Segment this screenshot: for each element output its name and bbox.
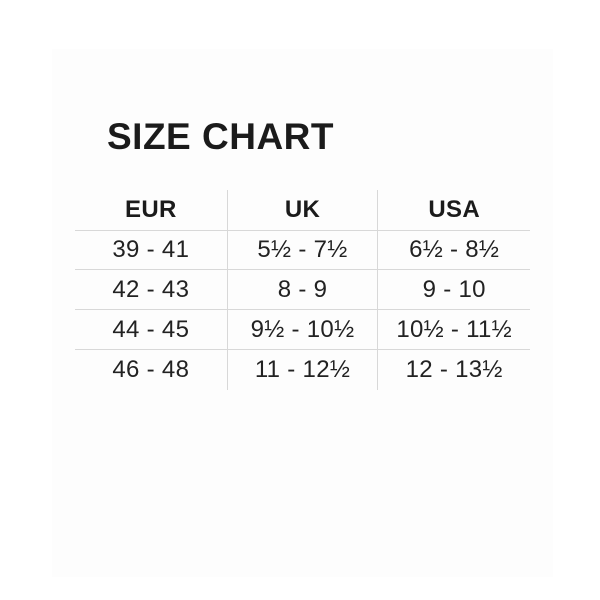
table-cell-usa-row2: 9 - 10 [378, 270, 530, 310]
table-cell-eur-row3: 44 - 45 [75, 310, 227, 350]
table-cell-usa-row1: 6½ - 8½ [378, 230, 530, 270]
table-cell-uk-row4: 11 - 12½ [226, 350, 379, 390]
table-cell-uk-row2: 8 - 9 [226, 270, 379, 310]
table-cell-uk-row1: 5½ - 7½ [226, 230, 379, 270]
table-cell-eur-row1: 39 - 41 [75, 230, 227, 270]
col-header-uk: UK [226, 190, 379, 231]
size-table: EUR UK USA 39 - 41 5½ - 7½ 6½ - 8½ 42 - … [75, 190, 530, 390]
image-card [52, 49, 553, 577]
col-header-usa: USA [378, 190, 530, 231]
table-cell-uk-row3: 9½ - 10½ [226, 310, 379, 350]
col-header-eur: EUR [75, 190, 227, 231]
page-title: SIZE CHART [107, 116, 334, 157]
table-cell-usa-row3: 10½ - 11½ [378, 310, 530, 350]
table-cell-usa-row4: 12 - 13½ [405, 356, 503, 383]
table-cell-eur-row2: 42 - 43 [75, 270, 227, 310]
table-cell-eur-row4: 46 - 48 [112, 356, 190, 383]
